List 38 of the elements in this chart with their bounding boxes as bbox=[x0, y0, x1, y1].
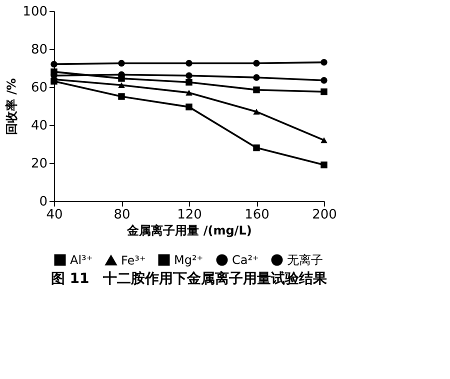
point bbox=[320, 137, 328, 144]
legend-label: Al³⁺ bbox=[70, 253, 93, 267]
y-axis-title: 回收率 /% bbox=[4, 78, 19, 135]
x-tick-label: 160 bbox=[244, 208, 270, 222]
y-tick-label: 100 bbox=[22, 4, 48, 20]
text: 图 11 十二胺作用下金属离子用量试验结果 bbox=[50, 270, 328, 287]
point bbox=[320, 58, 328, 66]
point bbox=[253, 86, 260, 94]
y-tick-label: 60 bbox=[30, 80, 48, 96]
legend-label: Mg²⁺ bbox=[174, 253, 204, 267]
x-tick-label: 120 bbox=[177, 208, 202, 222]
point bbox=[320, 162, 328, 168]
x-tick-label: 80 bbox=[114, 208, 130, 222]
x-tick-label: 40 bbox=[46, 208, 63, 222]
x-axis-title: 金属离子用量 /(mg/L) bbox=[126, 224, 252, 238]
y-tick-label: 40 bbox=[30, 118, 48, 134]
point bbox=[118, 60, 125, 67]
point bbox=[320, 77, 328, 84]
legend-label: Ca²⁺ bbox=[232, 253, 259, 267]
point bbox=[186, 104, 192, 110]
point bbox=[253, 108, 260, 115]
point bbox=[118, 82, 125, 88]
point bbox=[320, 88, 328, 96]
y-tick-label: 80 bbox=[30, 42, 48, 58]
x-tick-label: 200 bbox=[312, 208, 337, 222]
point bbox=[186, 90, 192, 96]
point bbox=[253, 74, 260, 81]
point bbox=[253, 144, 260, 152]
point bbox=[253, 60, 260, 67]
legend-label: Fe³⁺ bbox=[121, 253, 146, 268]
y-tick-label: 0 bbox=[39, 194, 48, 210]
point bbox=[186, 72, 192, 79]
y-tick-label: 20 bbox=[30, 156, 48, 172]
point bbox=[118, 93, 125, 100]
point bbox=[186, 78, 192, 86]
point bbox=[50, 60, 58, 68]
point bbox=[186, 60, 192, 67]
legend-label: 无离子 bbox=[287, 253, 323, 267]
